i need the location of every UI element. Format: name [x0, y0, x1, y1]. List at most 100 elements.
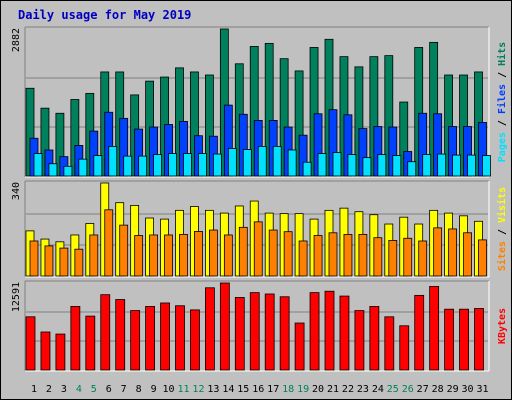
x-tick-label-25: 25: [387, 384, 399, 395]
bar-sites-2: [44, 245, 54, 277]
x-tick-label-2: 2: [46, 384, 52, 395]
y-max-label: 12591: [11, 282, 22, 312]
bar-pages-27: [422, 154, 432, 177]
y-max-label: 340: [11, 182, 22, 200]
bar-sites-3: [59, 247, 69, 277]
bar-kbytes-4: [70, 306, 81, 371]
x-tick-label-5: 5: [91, 384, 97, 395]
legend-part: KBytes: [497, 308, 508, 344]
bar-pages-1: [33, 153, 43, 177]
bar-sites-22: [343, 234, 353, 277]
bar-kbytes-10: [160, 302, 170, 371]
bar-pages-14: [227, 148, 237, 177]
panel-kbytes: 12591 KBytes: [11, 280, 508, 372]
y-max-label: 2882: [11, 28, 22, 52]
bar-kbytes-23: [354, 310, 365, 371]
bar-kbytes-21: [324, 290, 335, 371]
x-tick-label-24: 24: [372, 384, 384, 395]
bar-sites-18: [283, 231, 293, 277]
x-tick-label-22: 22: [342, 384, 354, 395]
legend-part: Visits: [496, 187, 508, 223]
x-tick-label-28: 28: [432, 384, 444, 395]
bar-sites-26: [403, 237, 413, 277]
legend-part: /: [497, 66, 508, 84]
x-tick-label-11: 11: [177, 384, 189, 395]
bar-sites-28: [433, 227, 443, 277]
bar-pages-29: [452, 154, 462, 177]
bar-kbytes-24: [369, 306, 380, 371]
bar-pages-23: [362, 157, 372, 177]
x-tick-label-3: 3: [61, 384, 67, 395]
bar-kbytes-20: [309, 292, 320, 371]
bar-sites-9: [149, 234, 159, 277]
bar-pages-8: [138, 155, 148, 177]
bar-pages-28: [437, 153, 447, 177]
bar-kbytes-31: [474, 308, 484, 371]
bar-pages-5: [93, 155, 103, 177]
bar-pages-26: [407, 161, 417, 177]
series-kbytes: [25, 282, 484, 371]
bar-kbytes-26: [399, 325, 410, 371]
x-tick-label-6: 6: [106, 384, 112, 395]
bar-kbytes-19: [294, 322, 305, 371]
bar-sites-5: [89, 234, 99, 277]
x-tick-label-18: 18: [282, 384, 294, 395]
bar-kbytes-13: [204, 287, 215, 371]
bar-sites-15: [238, 226, 248, 277]
x-tick-label-12: 12: [192, 384, 204, 395]
bar-pages-25: [392, 155, 402, 177]
bar-kbytes-15: [234, 297, 245, 371]
x-tick-label-30: 30: [462, 384, 474, 395]
bar-sites-23: [358, 234, 368, 277]
bar-kbytes-17: [264, 293, 275, 371]
bar-kbytes-7: [115, 299, 126, 371]
legend-part: Files: [496, 84, 508, 114]
bar-kbytes-28: [429, 285, 440, 371]
x-tick-label-19: 19: [297, 384, 309, 395]
bar-pages-22: [347, 154, 357, 177]
bar-kbytes-29: [444, 308, 455, 371]
x-tick-label-4: 4: [76, 384, 82, 395]
bar-pages-13: [212, 153, 222, 177]
panel-visits-sites: 340 Sites / Visits: [11, 180, 508, 278]
bar-sites-14: [223, 234, 233, 277]
bar-kbytes-3: [55, 333, 66, 371]
bar-sites-30: [463, 232, 472, 277]
bar-sites-25: [388, 240, 398, 277]
bar-pages-11: [183, 153, 192, 177]
x-tick-label-26: 26: [402, 384, 414, 395]
bar-pages-9: [153, 154, 163, 177]
bar-sites-1: [29, 240, 39, 277]
legend-part: Hits: [496, 42, 508, 66]
bar-pages-4: [78, 158, 88, 177]
bar-sites-31: [478, 239, 487, 277]
x-tick-label-31: 31: [476, 384, 488, 395]
bar-sites-12: [194, 231, 203, 277]
bar-kbytes-14: [219, 282, 230, 371]
x-tick-label-9: 9: [151, 384, 157, 395]
bar-sites-24: [373, 237, 383, 277]
chart-title: Daily usage for May 2019: [18, 8, 191, 22]
x-tick-label-15: 15: [237, 384, 249, 395]
bar-pages-15: [242, 149, 252, 177]
bar-kbytes-2: [40, 331, 51, 371]
bar-pages-2: [48, 163, 58, 177]
bar-sites-19: [298, 240, 308, 277]
series-sites: [29, 209, 487, 277]
legend-part: /: [497, 114, 508, 132]
x-tick-label-8: 8: [136, 384, 142, 395]
bar-kbytes-22: [339, 295, 350, 371]
bar-pages-6: [108, 146, 118, 177]
legend-part: Pages: [497, 132, 508, 162]
bar-pages-16: [257, 146, 267, 177]
side-legend-visits-sites: Sites / Visits: [496, 187, 508, 271]
bar-sites-29: [448, 228, 458, 277]
x-tick-label-16: 16: [252, 384, 264, 395]
bar-kbytes-18: [279, 296, 290, 371]
bar-kbytes-11: [175, 305, 185, 371]
x-tick-label-17: 17: [267, 384, 279, 395]
bar-pages-3: [63, 165, 73, 177]
x-tick-label-7: 7: [121, 384, 127, 395]
bar-sites-7: [119, 224, 129, 277]
bar-kbytes-8: [130, 310, 141, 371]
